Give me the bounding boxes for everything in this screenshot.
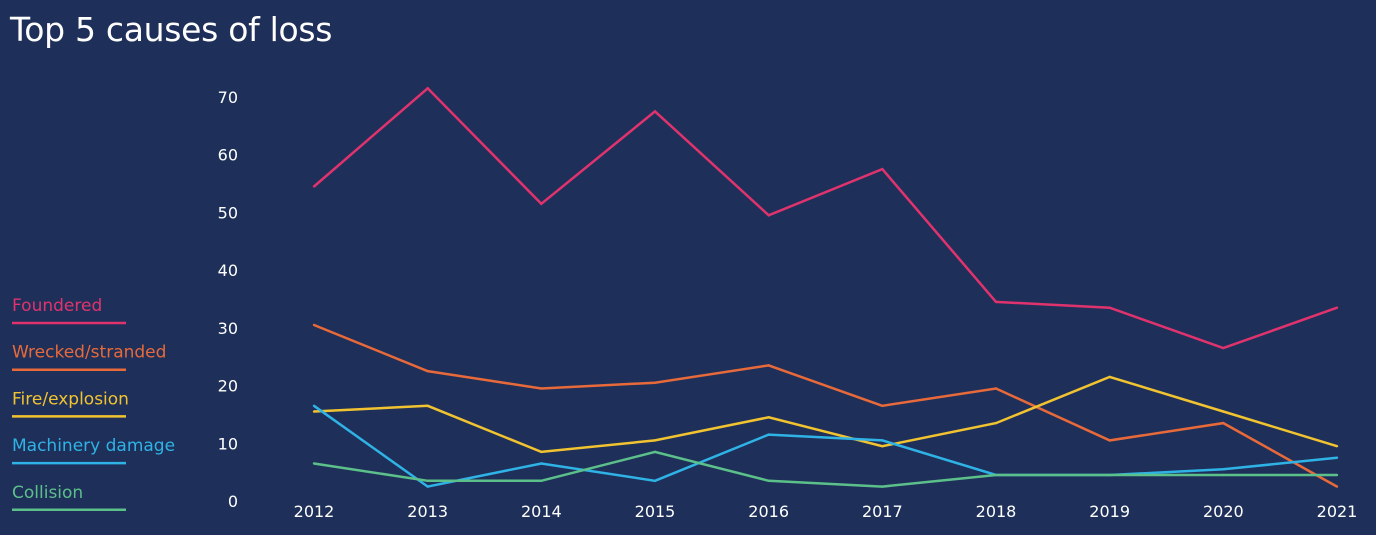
y-tick-label-30: 30: [218, 319, 238, 338]
data-point-machinery-damage-2014: [540, 462, 543, 465]
legend-label-foundered: Foundered: [12, 296, 102, 316]
data-point-collision-2017: [881, 485, 884, 488]
chart-title: Top 5 causes of loss: [10, 10, 333, 49]
legend-label-wrecked-stranded: Wrecked/stranded: [12, 343, 166, 363]
data-point-wrecked-stranded-2018: [994, 387, 998, 390]
data-point-fire-explosion-2017: [881, 444, 884, 448]
data-point-machinery-damage-2015: [653, 479, 657, 482]
series-line-fire-explosion: [313, 375, 1338, 454]
data-point-machinery-damage-2012: [312, 404, 316, 407]
data-point-wrecked-stranded-2012: [312, 323, 316, 327]
data-point-collision-2018: [994, 473, 998, 477]
data-point-collision-2014: [540, 479, 543, 482]
y-tick-label-20: 20: [218, 377, 238, 396]
y-tick-label-60: 60: [218, 146, 238, 165]
data-point-collision-2015: [653, 450, 657, 454]
data-point-wrecked-stranded-2019: [1108, 439, 1111, 442]
x-tick-label-2021: 2021: [1317, 502, 1358, 521]
legend: Foundered Wrecked/stranded Fire/explosion M…: [12, 296, 175, 512]
data-point-fire-explosion-2015: [653, 439, 657, 442]
data-point-collision-2012: [312, 462, 316, 465]
data-point-wrecked-stranded-2015: [653, 381, 657, 384]
data-point-foundered-2015: [653, 110, 657, 113]
x-tick-label-2015: 2015: [635, 502, 676, 521]
x-tick-label-2017: 2017: [862, 502, 903, 521]
data-point-foundered-2016: [767, 214, 770, 217]
data-point-foundered-2018: [994, 300, 998, 304]
y-tick-label-0: 0: [228, 492, 238, 511]
data-point-machinery-damage-2016: [767, 433, 770, 436]
data-point-fire-explosion-2021: [1335, 444, 1339, 448]
y-axis-ticks: 0 10 20 30 40 50 60 70: [218, 88, 238, 511]
data-point-fire-explosion-2016: [767, 416, 770, 419]
data-point-collision-2021: [1335, 473, 1339, 477]
data-point-fire-explosion-2019: [1108, 375, 1111, 379]
legend-label-fire-explosion: Fire/explosion: [12, 389, 129, 409]
y-tick-label-70: 70: [218, 88, 238, 107]
data-point-wrecked-stranded-2021: [1335, 485, 1339, 488]
x-tick-label-2018: 2018: [976, 502, 1017, 521]
data-point-foundered-2014: [540, 202, 543, 205]
data-point-wrecked-stranded-2017: [881, 404, 884, 407]
series-line-collision: [313, 450, 1337, 488]
data-point-collision-2020: [1222, 473, 1225, 477]
series-line-foundered: [313, 86, 1338, 350]
data-point-fire-explosion-2013: [426, 404, 429, 407]
x-tick-label-2014: 2014: [521, 502, 562, 521]
data-point-machinery-damage-2021: [1335, 456, 1339, 459]
x-tick-label-2019: 2019: [1089, 502, 1130, 521]
data-point-foundered-2013: [426, 87, 429, 90]
x-axis-ticks: 2012 2013 2014 2015 2016 2017 2018 2019 2020 2021: [294, 502, 1358, 521]
x-tick-label-2016: 2016: [748, 502, 789, 521]
y-tick-label-50: 50: [218, 203, 238, 222]
data-point-collision-2016: [767, 479, 770, 482]
data-point-wrecked-stranded-2013: [426, 369, 429, 373]
data-point-foundered-2021: [1335, 306, 1339, 309]
legend-label-collision: Collision: [12, 483, 83, 503]
data-point-fire-explosion-2020: [1222, 410, 1225, 413]
data-point-foundered-2020: [1222, 346, 1225, 350]
data-point-fire-explosion-2014: [540, 450, 543, 454]
x-tick-label-2013: 2013: [407, 502, 448, 521]
data-point-foundered-2012: [312, 185, 316, 188]
series-line-wrecked-stranded: [313, 323, 1338, 488]
data-point-collision-2019: [1108, 473, 1111, 477]
data-point-machinery-damage-2017: [881, 439, 884, 442]
data-point-wrecked-stranded-2016: [767, 364, 770, 367]
data-point-foundered-2017: [881, 167, 884, 171]
x-tick-label-2012: 2012: [294, 502, 335, 521]
data-point-fire-explosion-2012: [312, 410, 316, 413]
data-point-machinery-damage-2020: [1222, 468, 1225, 471]
data-point-collision-2013: [426, 479, 429, 482]
series-lines: [312, 86, 1339, 488]
y-tick-label-10: 10: [218, 434, 238, 453]
data-point-fire-explosion-2018: [994, 421, 998, 425]
data-point-wrecked-stranded-2020: [1222, 421, 1225, 425]
x-tick-label-2020: 2020: [1203, 502, 1244, 521]
series-line-machinery-damage: [313, 404, 1338, 488]
data-point-wrecked-stranded-2014: [540, 387, 543, 390]
legend-label-machinery-damage: Machinery damage: [12, 436, 175, 456]
data-point-machinery-damage-2013: [426, 485, 429, 488]
data-point-foundered-2019: [1108, 306, 1111, 309]
y-tick-label-40: 40: [218, 261, 238, 280]
